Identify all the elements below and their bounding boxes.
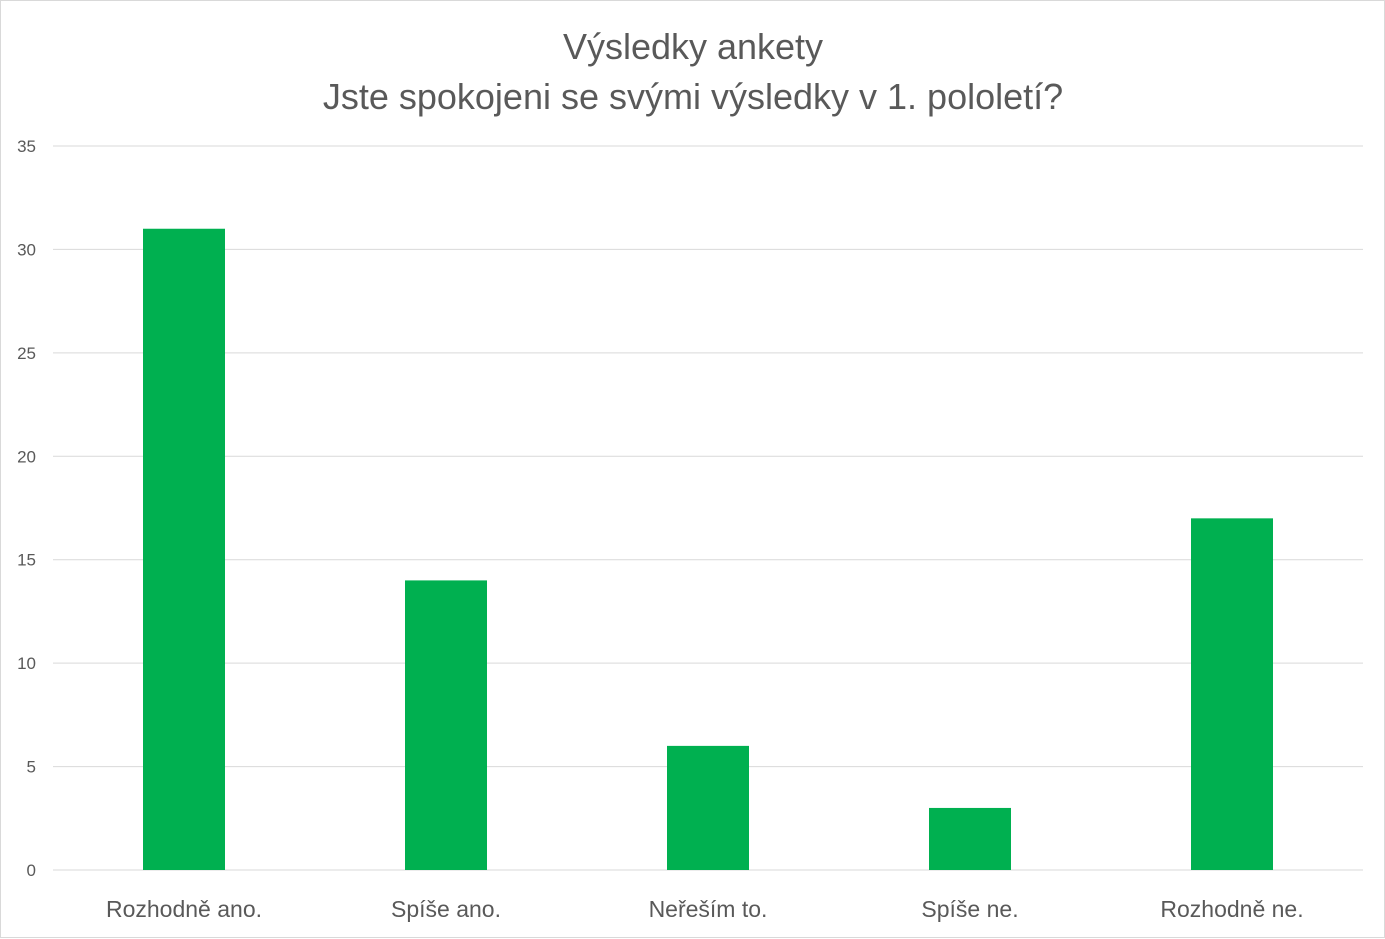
y-tick-label: 20 bbox=[17, 447, 36, 466]
y-tick-label: 15 bbox=[17, 551, 36, 570]
x-category-label: Neřeším to. bbox=[649, 896, 768, 922]
bars bbox=[143, 228, 1273, 870]
bar bbox=[1191, 518, 1273, 870]
chart-subtitle: Jste spokojeni se svými výsledky v 1. po… bbox=[323, 76, 1063, 117]
x-axis-categories: Rozhodně ano. Spíše ano. Neřeším to. Spíše … bbox=[106, 896, 1304, 922]
x-category-label: Rozhodně ne. bbox=[1160, 896, 1303, 922]
x-category-label: Spíše ne. bbox=[921, 896, 1018, 922]
bar bbox=[405, 580, 487, 870]
y-tick-label: 30 bbox=[17, 240, 36, 259]
y-tick-label: 25 bbox=[17, 344, 36, 363]
y-tick-label: 0 bbox=[27, 861, 36, 880]
bar bbox=[929, 807, 1011, 870]
x-category-label: Rozhodně ano. bbox=[106, 896, 262, 922]
chart-title: Výsledky ankety bbox=[563, 26, 823, 67]
y-tick-label: 10 bbox=[17, 654, 36, 673]
gridlines bbox=[53, 145, 1363, 871]
bar bbox=[667, 745, 749, 870]
y-axis-ticks: 0 5 10 15 20 25 30 35 bbox=[17, 137, 36, 880]
y-tick-label: 5 bbox=[27, 758, 36, 777]
y-tick-label: 35 bbox=[17, 137, 36, 156]
bar bbox=[143, 228, 225, 870]
x-category-label: Spíše ano. bbox=[391, 896, 501, 922]
